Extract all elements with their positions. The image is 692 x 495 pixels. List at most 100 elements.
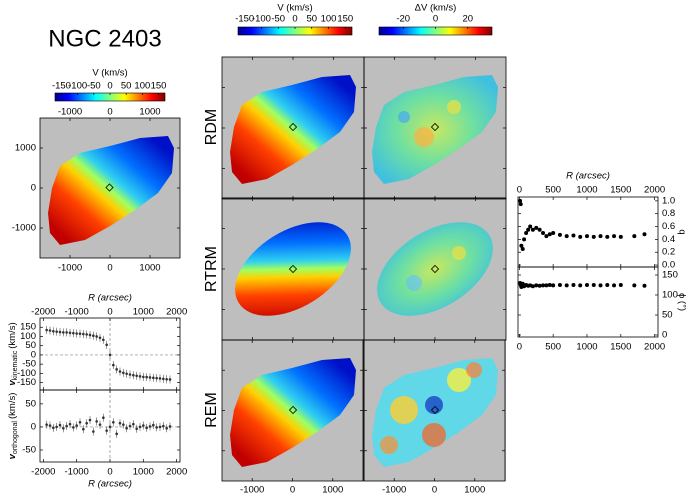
data-point — [632, 283, 637, 288]
data-point — [108, 353, 112, 357]
data-point — [158, 425, 162, 429]
data-point — [118, 421, 122, 425]
data-point — [551, 283, 556, 288]
colorbar-tick-label: 50 — [121, 81, 132, 92]
data-point — [571, 233, 576, 238]
data-point — [55, 425, 58, 429]
data-point — [122, 371, 125, 375]
data-point — [85, 333, 88, 336]
center-marker — [430, 122, 440, 132]
y-tick-label: 0.0 — [662, 260, 675, 271]
data-point — [102, 416, 105, 419]
row-label: RTRM — [203, 246, 220, 292]
colorbar-tick-label: 0 — [107, 81, 112, 92]
data-point — [526, 227, 531, 232]
data-point — [537, 227, 542, 232]
data-point — [45, 423, 48, 426]
data-point — [88, 418, 92, 422]
y-tick-label: -150 — [17, 377, 36, 388]
center-marker — [288, 122, 298, 132]
colorbar-tick-label: 0 — [292, 14, 297, 25]
data-point — [135, 374, 138, 378]
map-tick-label: -1000 — [58, 263, 82, 274]
data-point — [48, 329, 52, 332]
colorbar-tick-label: 20 — [462, 14, 473, 25]
data-point — [78, 332, 82, 335]
colorbar-tick-label: -150 — [235, 14, 254, 25]
data-point — [68, 422, 72, 426]
y-axis-unit: (km/s) — [7, 322, 18, 348]
data-point — [125, 372, 128, 376]
map-tick-label: 0 — [31, 183, 36, 194]
x-tick-label: 500 — [545, 342, 561, 353]
y-axis-label: vkinematic (km/s) — [7, 322, 19, 385]
y-axis-label: ϕ (°) — [676, 293, 687, 311]
data-point — [541, 283, 546, 288]
data-point — [155, 426, 158, 429]
y-axis-unit: (km/s) — [7, 393, 18, 419]
data-point — [547, 232, 552, 237]
center-marker — [288, 405, 298, 415]
data-point — [98, 423, 102, 426]
data-point — [115, 432, 118, 436]
colorbar-tick-label: -100 — [252, 14, 271, 25]
colorbar-tick-label: 100 — [321, 14, 337, 25]
data-point — [62, 331, 65, 334]
data-point — [578, 234, 583, 239]
y-tick-label: 0.4 — [662, 234, 675, 245]
x-tick-label: 1000 — [576, 185, 597, 196]
x-tick-label: 2000 — [166, 307, 187, 318]
map-tick-label: 0 — [432, 485, 437, 495]
x-tick-label: 0 — [517, 185, 522, 196]
y-axis-subscript: orthogonal — [12, 421, 19, 455]
data-point — [557, 232, 562, 237]
x-tick-label: -1000 — [65, 307, 89, 318]
y-tick-label: 0.8 — [662, 208, 675, 219]
colorbar-tick-label: -150 — [52, 81, 71, 92]
data-point — [142, 424, 145, 427]
map-tick-label: -1000 — [58, 107, 82, 118]
data-point — [165, 427, 168, 430]
y-tick-label: -100 — [17, 368, 36, 379]
center-marker — [430, 264, 440, 274]
data-point — [642, 283, 647, 288]
data-point — [162, 424, 165, 428]
data-point — [75, 332, 78, 335]
y-axis-label: vorthogonal (km/s) — [7, 393, 19, 460]
y-tick-label: -50 — [22, 445, 36, 456]
data-point — [564, 234, 569, 239]
data-point — [75, 424, 78, 427]
data-point — [115, 368, 118, 371]
data-point — [584, 234, 589, 239]
data-point — [138, 425, 142, 429]
data-point — [642, 232, 647, 237]
x-tick-label: 0 — [107, 307, 112, 318]
map-tick-label: 1000 — [322, 485, 343, 495]
data-point — [112, 421, 115, 424]
x-tick-label: 0 — [107, 467, 112, 478]
x-tick-label: 1000 — [133, 467, 154, 478]
data-point — [598, 234, 603, 239]
map-tick-label: 1000 — [464, 485, 485, 495]
data-point — [605, 234, 610, 239]
map-tick-label: 1000 — [15, 143, 36, 154]
data-point — [534, 225, 539, 230]
data-point — [98, 336, 102, 340]
data-point — [522, 237, 527, 242]
x-tick-label: 2000 — [644, 342, 665, 353]
data-point — [541, 230, 546, 235]
data-point — [48, 424, 52, 427]
data-point — [65, 424, 68, 428]
data-point — [85, 421, 88, 425]
data-point — [92, 430, 95, 433]
map-tick-label: -1000 — [240, 485, 264, 495]
data-point — [528, 224, 533, 229]
x-tick-label: 0 — [517, 342, 522, 353]
map-tick-label: 0 — [107, 263, 112, 274]
plot-frame — [517, 196, 659, 268]
data-point — [72, 331, 75, 335]
x-tick-label: 1500 — [610, 342, 631, 353]
row-label: REM — [203, 392, 220, 428]
data-point — [105, 429, 108, 432]
